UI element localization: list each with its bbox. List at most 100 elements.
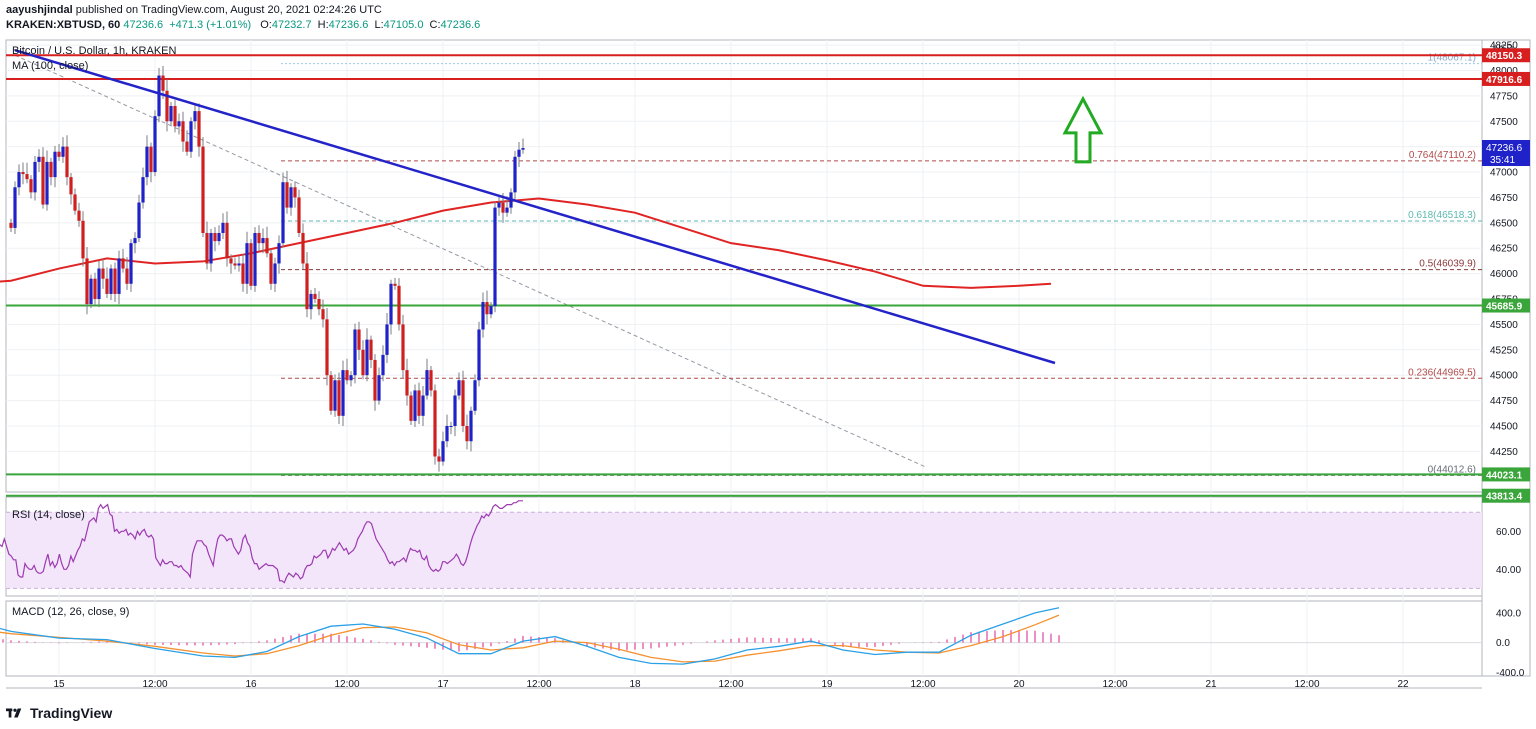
candle-bear: [9, 222, 13, 228]
candle-bear: [369, 339, 373, 360]
last-price-tag-value: 47236.6: [1486, 143, 1523, 154]
candle-bear: [69, 177, 73, 195]
candle-bull: [189, 121, 193, 152]
candle-bear: [325, 319, 329, 376]
candle-bear: [433, 390, 437, 457]
candle-bull: [153, 116, 157, 173]
candle-bull: [13, 187, 17, 228]
candle-bear: [161, 75, 165, 91]
high-label: H:: [317, 19, 329, 31]
y-tick-label: 44500: [1490, 421, 1518, 432]
x-tick-label: 12:00: [718, 679, 743, 690]
publisher-line: aayushjindal published on TradingView.co…: [6, 4, 382, 16]
candle-bull: [385, 324, 389, 355]
close-value: 47236.6: [440, 19, 481, 31]
candle-bear: [485, 302, 489, 315]
tradingview-logo-icon: [6, 708, 22, 718]
candle-bull: [489, 306, 493, 315]
candle-bear: [73, 194, 77, 211]
candle-bear: [93, 278, 97, 300]
candle-bear: [41, 156, 45, 205]
candle-bear: [313, 293, 317, 300]
y-tick-label: 47750: [1490, 91, 1518, 102]
candle-bull: [477, 329, 481, 381]
level-tag: [1482, 48, 1530, 63]
candle-bull: [481, 302, 485, 330]
candle-bear: [373, 359, 377, 401]
candle-bull: [209, 232, 213, 264]
candle-bull: [169, 106, 173, 122]
level-tag: [1482, 298, 1530, 313]
open-value: 47232.7: [271, 19, 312, 31]
candle-bull: [245, 243, 249, 284]
macd-legend: MACD (12, 26, close, 9): [12, 606, 129, 618]
candle-bull: [33, 161, 37, 193]
candle-bear: [305, 263, 309, 310]
last-price: 47236.6: [123, 19, 164, 31]
candle-bear: [149, 146, 153, 173]
x-tick-label: 12:00: [1294, 679, 1319, 690]
candle-bull: [521, 148, 525, 150]
candle-bear: [241, 263, 245, 284]
candle-bull: [365, 339, 369, 376]
candle-bear: [105, 278, 109, 294]
x-tick-label: 16: [245, 679, 257, 690]
x-tick-label: 21: [1205, 679, 1217, 690]
candle-bull: [129, 243, 133, 284]
high-value: 47236.6: [328, 19, 369, 31]
level-tag-label: 43813.4: [1486, 492, 1523, 503]
candle-bull: [37, 156, 41, 162]
candle-bull: [497, 202, 501, 208]
candle-bear: [501, 202, 505, 213]
candle-bull: [349, 375, 353, 381]
author-name[interactable]: aayushjindal: [6, 4, 73, 16]
low-value: 47105.0: [383, 19, 424, 31]
candle-bull: [261, 238, 265, 244]
change-value: +471.3 (+1.01%): [169, 19, 252, 31]
candle-bear: [317, 299, 321, 310]
candle-bear: [265, 238, 269, 254]
y-tick-label: 46000: [1490, 269, 1518, 280]
candle-bear: [65, 146, 69, 178]
upward-arrow-icon: [1062, 95, 1104, 164]
candle-bear: [185, 141, 189, 152]
macd-tick-label: 0.0: [1496, 638, 1510, 649]
level-tag-label: 47916.6: [1486, 75, 1523, 86]
level-tag: [1482, 467, 1530, 482]
candle-bear: [337, 380, 341, 416]
symbol-label[interactable]: KRAKEN:XBTUSD, 60: [6, 19, 121, 31]
x-tick-label: 22: [1397, 679, 1409, 690]
fib-level-label: 0(44012.6): [1428, 464, 1476, 475]
candle-bear: [345, 370, 349, 381]
price-axis: [1481, 39, 1531, 677]
rsi-legend: RSI (14, close): [12, 509, 85, 521]
level-tag-label: 44023.1: [1486, 470, 1523, 481]
candle-bear: [297, 197, 301, 233]
candle-bull: [137, 202, 141, 239]
candle-bull: [117, 258, 121, 294]
currency-label: USD: [1494, 43, 1514, 53]
y-tick-label: 44750: [1490, 396, 1518, 407]
level-tag: [1482, 71, 1530, 86]
low-label: L:: [374, 19, 384, 31]
candle-bull: [377, 375, 381, 401]
candle-bull: [469, 410, 473, 442]
macd-line: [0, 607, 1060, 665]
tradingview-brand: TradingView: [30, 705, 113, 721]
x-tick-label: 20: [1013, 679, 1025, 690]
chart-title: Bitcoin / U.S. Dollar, 1h, KRAKEN: [12, 45, 177, 57]
candle-bear: [321, 309, 325, 320]
candle-bear: [233, 263, 237, 266]
macd-signal-line: [0, 614, 1060, 663]
countdown-label: 35:41: [1490, 155, 1515, 166]
candle-bull: [281, 182, 285, 244]
price-chart[interactable]: 15 12:00 16 12:00 17 12:00 18 12:00 19 12:00 20 12:…: [0, 34, 1536, 704]
candle-bull: [253, 232, 257, 286]
candle-bull: [17, 172, 21, 188]
candle-bear: [465, 425, 469, 442]
candle-bull: [193, 111, 197, 122]
candle-bear: [437, 456, 441, 462]
candle-bull: [333, 380, 337, 411]
tradingview-footer[interactable]: TradingView: [6, 705, 112, 721]
candle-bull: [441, 441, 445, 462]
